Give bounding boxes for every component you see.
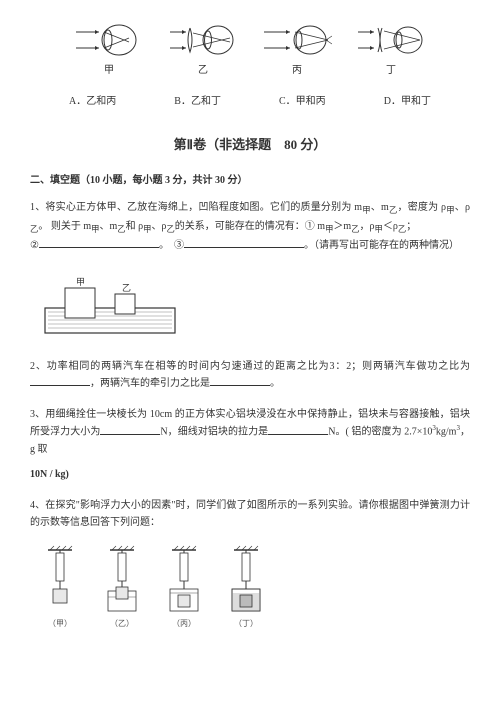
eye-diagram-bing: 丙	[262, 20, 332, 79]
blank-field[interactable]	[268, 424, 328, 435]
eye-diagram-yi: 乙	[168, 20, 238, 79]
answer-choices: A．乙和丙 B．乙和丁 C．甲和丙 D．甲和丁	[40, 93, 460, 110]
blank-field[interactable]	[30, 375, 90, 386]
svg-text:乙: 乙	[122, 283, 131, 293]
blank-field[interactable]	[39, 237, 159, 248]
blank-field[interactable]	[184, 237, 304, 248]
spring-scale-figures: （甲） （乙） （丙）	[40, 545, 470, 631]
blank-field[interactable]	[100, 424, 160, 435]
blank-field[interactable]	[210, 375, 270, 386]
eye-label-bing: 丙	[292, 62, 302, 79]
choice-a: A．乙和丙	[69, 93, 116, 110]
section-title: 第Ⅱ卷（非选择题 80 分）	[30, 134, 470, 156]
question-1: 1、将实心正方体甲、乙放在海绵上，凹陷程度如图。它们的质量分别为 m甲、m乙，密…	[30, 199, 470, 254]
eye-diagram-row: 甲 乙 丙	[30, 20, 470, 79]
question-4: 4、在探究"影响浮力大小的因素"时，同学们做了如图所示的一系列实验。请你根据图中…	[30, 497, 470, 531]
eye-diagram-ding: 丁	[356, 20, 426, 79]
question-2: 2、功率相同的两辆汽车在相等的时间内匀速通过的距离之比为3：2；则两辆汽车做功之…	[30, 358, 470, 392]
spring-fig-bing: （丙）	[164, 545, 204, 631]
eye-label-ding: 丁	[386, 62, 396, 79]
spring-fig-jia: （甲）	[40, 545, 80, 631]
eye-icon	[74, 20, 144, 60]
eye-label-yi: 乙	[198, 62, 208, 79]
spring-fig-ding: （丁）	[226, 545, 266, 631]
cube-sponge-figure: 甲 乙	[40, 268, 470, 344]
question-3: 3、用细绳拴住一块棱长为 10cm 的正方体实心铝块浸没在水中保持静止，铝块未与…	[30, 406, 470, 482]
spring-fig-yi: （乙）	[102, 545, 142, 631]
fill-blank-heading: 二、填空题（10 小题，每小题 3 分，共计 30 分）	[30, 172, 470, 189]
eye-icon	[262, 20, 332, 60]
choice-d: D．甲和丁	[384, 93, 431, 110]
eye-label-jia: 甲	[104, 62, 114, 79]
choice-c: C．甲和丙	[279, 93, 326, 110]
choice-b: B．乙和丁	[174, 93, 221, 110]
eye-lens-icon	[168, 20, 238, 60]
svg-text:甲: 甲	[76, 277, 85, 287]
eye-diagram-jia: 甲	[74, 20, 144, 79]
eye-lens-icon	[356, 20, 426, 60]
